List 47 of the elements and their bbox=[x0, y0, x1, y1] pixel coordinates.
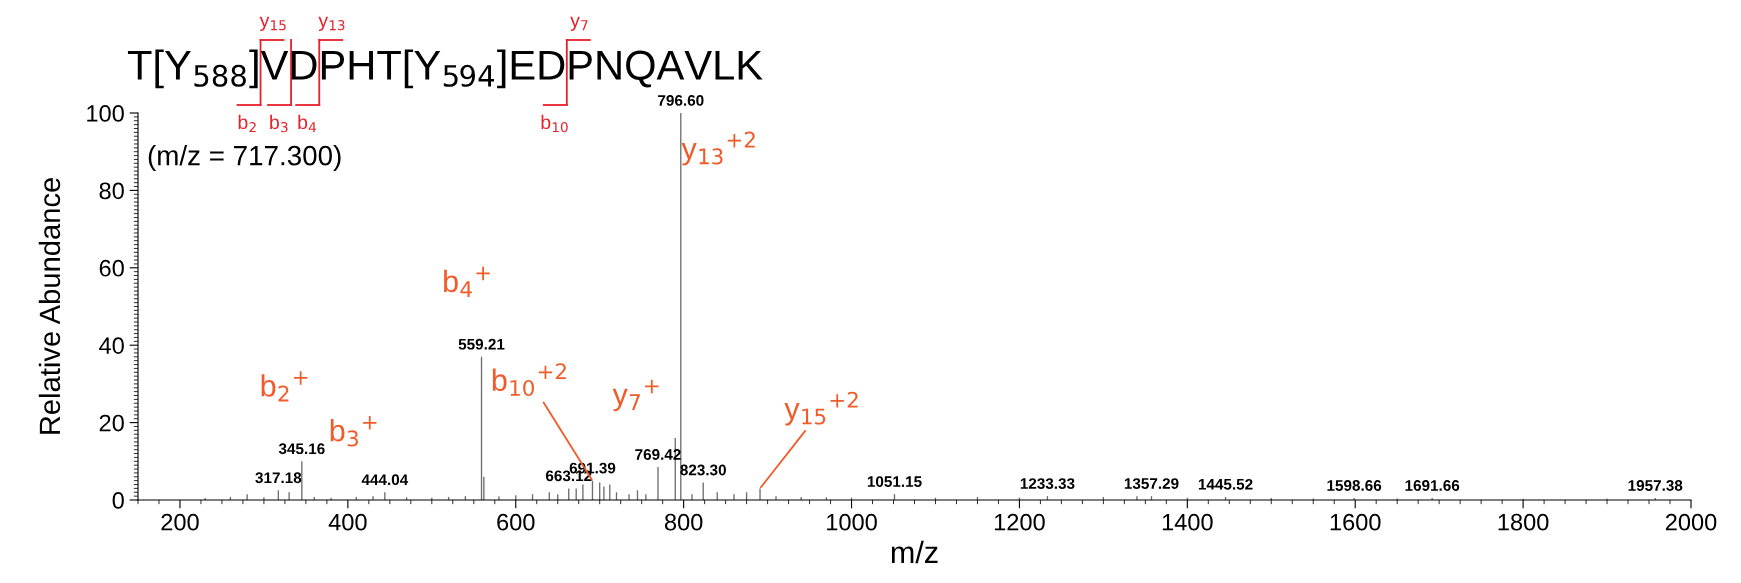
y-tick-label: 80 bbox=[99, 182, 124, 200]
annotation: b$_{10}$$^{+2}$ bbox=[492, 363, 566, 397]
annotation: 1233.33 bbox=[1020, 478, 1075, 489]
annotation: b$_{10}$ bbox=[541, 114, 568, 133]
annotation: y$_{15}$$^{+2}$ bbox=[784, 391, 858, 426]
annotation: y$_{7}$$^{+}$ bbox=[612, 379, 659, 412]
annotation: b$_{2}$$^{+}$ bbox=[261, 371, 308, 402]
annotation: b$_{4}$$^{+}$ bbox=[444, 266, 490, 297]
annotation: (m/z = 717.300) bbox=[148, 145, 341, 171]
y-tick-label: 100 bbox=[87, 105, 124, 122]
x-tick-label: 1400 bbox=[1162, 513, 1213, 531]
annotation: 444.04 bbox=[361, 474, 409, 486]
annotation: b$_{3}$$^{+}$ bbox=[330, 416, 377, 447]
text: y$_{15}$ bbox=[259, 16, 286, 31]
y-tick-label: 40 bbox=[99, 337, 124, 354]
x-tick-label: 1600 bbox=[1330, 513, 1381, 531]
x-axis-title: m/z bbox=[891, 540, 938, 564]
x-tick-label: 800 bbox=[664, 513, 703, 531]
x-tick-label: 600 bbox=[497, 513, 535, 531]
annotation: 1598.66 bbox=[1327, 480, 1382, 491]
y-axis-title: Relative Abundance bbox=[38, 178, 61, 434]
text: y$_{7}$ bbox=[570, 16, 588, 31]
annotation: y$_{13}$$^{+2}$ bbox=[681, 131, 755, 166]
annotation: 559.21 bbox=[458, 338, 505, 350]
annotation: 769.42 bbox=[635, 449, 681, 460]
y-tick-label: 20 bbox=[99, 414, 124, 432]
x-tick-label: 400 bbox=[328, 513, 367, 531]
x-tick-label: 1200 bbox=[994, 513, 1045, 531]
annotation: b$_{4}$ bbox=[298, 114, 317, 133]
annotation: 823.30 bbox=[680, 464, 726, 476]
y-tick-label: 60 bbox=[99, 259, 124, 277]
text: y$_{13}$ bbox=[318, 16, 345, 31]
x-tick-label: 1000 bbox=[827, 513, 877, 531]
annotation: 345.16 bbox=[278, 443, 325, 455]
annotation: 1357.29 bbox=[1124, 478, 1179, 489]
y-tick-label: 0 bbox=[112, 492, 124, 509]
x-tick-label: 2000 bbox=[1665, 513, 1717, 531]
x-tick-label: 200 bbox=[161, 513, 199, 531]
x-tick-label: 1800 bbox=[1498, 513, 1549, 531]
annotation: b$_{2}$ bbox=[238, 114, 256, 133]
annotation: b$_{3}$ bbox=[270, 114, 288, 133]
annotation: 1691.66 bbox=[1405, 480, 1460, 491]
annotation: 1051.15 bbox=[867, 476, 922, 488]
annotation: 1445.52 bbox=[1198, 478, 1253, 490]
annotation: 317.18 bbox=[255, 472, 302, 484]
annotation: 1957.38 bbox=[1628, 480, 1683, 491]
annotation: 796.60 bbox=[658, 95, 704, 106]
